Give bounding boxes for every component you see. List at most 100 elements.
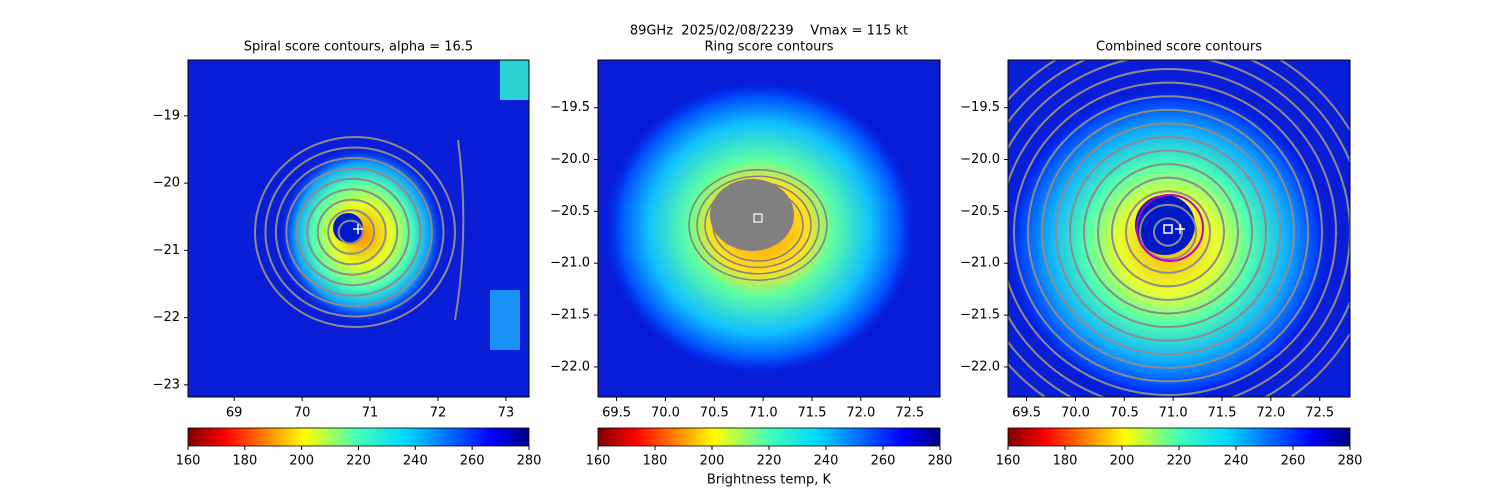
y-tick-label: −21.0 bbox=[960, 256, 1000, 271]
y-tick-label: −23 bbox=[153, 377, 180, 392]
contour bbox=[1008, 68, 1337, 396]
contour bbox=[295, 177, 410, 287]
y-tick-label: −22.0 bbox=[960, 359, 1000, 374]
contour bbox=[454, 139, 465, 321]
marker bbox=[1175, 224, 1185, 234]
colorbar-tick-label: 200 bbox=[1110, 454, 1135, 469]
y-tick-label: −20 bbox=[153, 176, 180, 191]
x-tick-label: 71.5 bbox=[1208, 406, 1237, 421]
ring bbox=[1136, 194, 1204, 262]
y-tick-label: −20.0 bbox=[550, 152, 590, 167]
panel-title: Ring score contours bbox=[704, 40, 833, 55]
x-tick-label: 71.0 bbox=[1159, 406, 1188, 421]
y-tick-label: −21.0 bbox=[550, 256, 590, 271]
colorbar-tick-label: 260 bbox=[1281, 454, 1306, 469]
colorbar-tick-label: 240 bbox=[814, 454, 839, 469]
contour bbox=[1041, 108, 1295, 356]
contour bbox=[1111, 176, 1225, 288]
axes-frame bbox=[597, 59, 941, 398]
y-tick-label: −19 bbox=[153, 108, 180, 123]
x-tick-label: 70.5 bbox=[700, 406, 729, 421]
marker bbox=[1163, 224, 1173, 234]
colorbar-tick-label: 180 bbox=[1053, 454, 1078, 469]
y-tick-label: −22.0 bbox=[550, 359, 590, 374]
colorbar-tick-label: 220 bbox=[346, 454, 371, 469]
heatmap bbox=[188, 60, 529, 397]
colorbar bbox=[187, 427, 530, 447]
figure-title: 89GHz 2025/02/08/2239 Vmax = 115 kt bbox=[630, 24, 908, 39]
contour bbox=[1055, 122, 1281, 342]
x-tick-label: 71.5 bbox=[798, 406, 827, 421]
contour bbox=[327, 209, 376, 255]
y-tick-label: −21 bbox=[153, 243, 180, 258]
colorbar-tick-label: 260 bbox=[460, 454, 485, 469]
contour bbox=[696, 175, 820, 275]
colorbar-tick-label: 160 bbox=[996, 454, 1021, 469]
marker bbox=[753, 213, 763, 223]
contour bbox=[1097, 163, 1239, 301]
y-tick-label: −20.5 bbox=[550, 204, 590, 219]
contour bbox=[688, 169, 828, 281]
contour bbox=[704, 181, 812, 269]
contour bbox=[1027, 95, 1309, 369]
heatmap bbox=[598, 60, 940, 397]
colorbar-tick-label: 220 bbox=[1167, 454, 1192, 469]
colorbar-tick-label: 220 bbox=[757, 454, 782, 469]
y-tick-label: −22 bbox=[153, 310, 180, 325]
colorbar bbox=[1007, 427, 1351, 447]
axes-frame bbox=[1007, 59, 1351, 398]
bright-patch bbox=[500, 60, 529, 100]
contour bbox=[1139, 203, 1197, 261]
contour bbox=[285, 167, 422, 297]
x-tick-label: 72.0 bbox=[1256, 406, 1285, 421]
x-tick-label: 71 bbox=[362, 406, 379, 421]
contour bbox=[1083, 149, 1253, 315]
x-tick-label: 73 bbox=[498, 406, 515, 421]
x-tick-label: 69.5 bbox=[602, 406, 631, 421]
y-tick-label: −19.5 bbox=[960, 100, 1000, 115]
x-tick-label: 70 bbox=[294, 406, 311, 421]
x-tick-label: 72 bbox=[430, 406, 447, 421]
colorbar-tick-label: 280 bbox=[1338, 454, 1363, 469]
contour bbox=[306, 188, 399, 276]
contour bbox=[254, 136, 456, 328]
x-tick-label: 70.0 bbox=[651, 406, 680, 421]
x-tick-label: 70.5 bbox=[1110, 406, 1139, 421]
x-tick-label: 70.0 bbox=[1061, 406, 1090, 421]
y-tick-label: −20.0 bbox=[960, 152, 1000, 167]
contour bbox=[337, 219, 364, 245]
marker bbox=[353, 224, 363, 234]
contour bbox=[264, 146, 445, 318]
colorbar-tick-label: 260 bbox=[871, 454, 896, 469]
contour bbox=[274, 156, 433, 308]
contour bbox=[712, 188, 804, 262]
x-tick-label: 72.0 bbox=[846, 406, 875, 421]
contour bbox=[316, 198, 387, 266]
panel-title: Spiral score contours, alpha = 16.5 bbox=[244, 40, 473, 55]
colorbar-tick-label: 200 bbox=[700, 454, 725, 469]
colorbar-tick-label: 160 bbox=[176, 454, 201, 469]
y-tick-label: −20.5 bbox=[960, 204, 1000, 219]
bright-patch bbox=[490, 290, 520, 350]
y-tick-label: −21.5 bbox=[550, 308, 590, 323]
x-tick-label: 69.5 bbox=[1012, 406, 1041, 421]
contour bbox=[1069, 135, 1267, 329]
contour bbox=[1013, 81, 1323, 383]
colorbar-tick-label: 180 bbox=[232, 454, 257, 469]
colorbar-tick-label: 180 bbox=[643, 454, 668, 469]
heatmap bbox=[1008, 60, 1350, 397]
colorbar-tick-label: 240 bbox=[1224, 454, 1249, 469]
x-tick-label: 71.0 bbox=[749, 406, 778, 421]
x-tick-label: 69 bbox=[226, 406, 243, 421]
y-tick-label: −19.5 bbox=[550, 100, 590, 115]
contour bbox=[1125, 190, 1211, 274]
colorbar-tick-label: 200 bbox=[289, 454, 314, 469]
x-tick-label: 72.5 bbox=[895, 406, 924, 421]
colorbar-tick-label: 240 bbox=[403, 454, 428, 469]
colorbar-tick-label: 280 bbox=[928, 454, 953, 469]
colorbar-tick-label: 160 bbox=[586, 454, 611, 469]
y-tick-label: −21.5 bbox=[960, 308, 1000, 323]
colorbar-tick-label: 280 bbox=[517, 454, 542, 469]
contour bbox=[1153, 217, 1183, 247]
